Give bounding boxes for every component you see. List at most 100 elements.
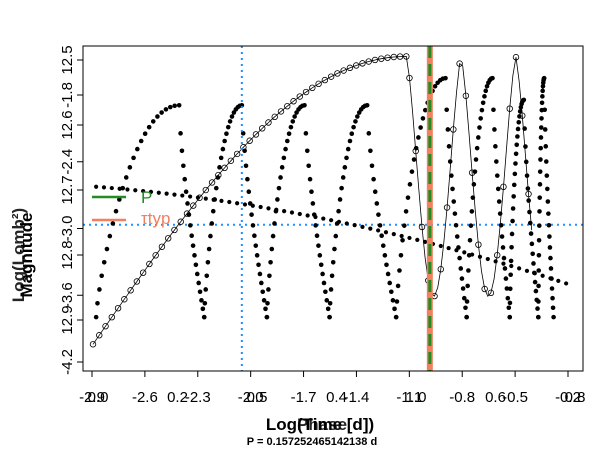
dot-point-253 xyxy=(504,276,509,281)
dot-point-21 xyxy=(164,107,169,112)
dot-point-147 xyxy=(353,119,358,124)
dot-point-185 xyxy=(416,135,421,140)
trend-point-12 xyxy=(188,194,192,198)
dot-point-17 xyxy=(147,125,152,130)
dot-point-70 xyxy=(244,163,249,168)
dot-point-210 xyxy=(460,276,465,281)
dot-point-303 xyxy=(536,284,541,289)
dot-point-97 xyxy=(278,175,283,180)
dot-point-80 xyxy=(258,272,263,277)
dot-point-293 xyxy=(530,251,535,256)
dot-point-46 xyxy=(204,273,209,278)
dot-point-41 xyxy=(201,307,206,312)
dot-point-39 xyxy=(198,289,203,294)
dot-point-159 xyxy=(375,201,380,206)
x-tick-label-a-1: -2.6 xyxy=(132,389,158,406)
dot-point-272 xyxy=(514,142,519,147)
dot-point-261 xyxy=(508,272,513,277)
trend-point-20 xyxy=(251,204,255,208)
dot-point-338 xyxy=(549,266,554,271)
dot-point-181 xyxy=(408,182,413,187)
dot-point-315 xyxy=(539,125,544,130)
dot-point-133 xyxy=(331,260,336,265)
dot-point-48 xyxy=(207,247,212,252)
dot-point-91 xyxy=(269,247,274,252)
dot-point-200 xyxy=(448,159,453,164)
trend-point-41 xyxy=(415,238,419,242)
y-tick-label-b-3: -3.6 xyxy=(59,282,76,308)
dot-point-336 xyxy=(548,245,553,250)
dot-point-341 xyxy=(550,296,555,301)
dot-point-305 xyxy=(537,253,542,258)
dot-point-172 xyxy=(394,315,399,320)
dot-point-71 xyxy=(245,177,250,182)
dot-point-202 xyxy=(450,187,455,192)
dot-point-326 xyxy=(542,107,547,112)
dot-point-246 xyxy=(497,199,502,204)
trend-point-2 xyxy=(110,186,114,190)
y-tick-label-b-4: -4.2 xyxy=(59,349,76,375)
trend-point-15 xyxy=(212,198,216,202)
trend-point-28 xyxy=(313,215,317,219)
dot-point-289 xyxy=(527,210,532,215)
dot-point-16 xyxy=(143,131,148,136)
dot-point-301 xyxy=(536,315,541,320)
x-tick-label-a-5: -1.4 xyxy=(344,389,370,406)
dot-point-334 xyxy=(547,223,552,228)
dot-point-8 xyxy=(114,209,119,214)
dot-point-239 xyxy=(490,76,495,81)
trend-point-56 xyxy=(533,271,537,275)
dot-point-196 xyxy=(443,76,448,81)
dot-point-265 xyxy=(510,219,515,224)
dot-point-232 xyxy=(481,100,486,105)
trend-point-57 xyxy=(541,274,545,278)
dot-point-33 xyxy=(189,233,194,238)
dot-point-165 xyxy=(384,262,389,267)
dot-point-58 xyxy=(222,139,227,144)
dot-point-170 xyxy=(392,307,397,312)
dot-point-101 xyxy=(285,139,290,144)
dot-point-13 xyxy=(131,156,136,161)
period-caption: P = 0.157252465142138 d xyxy=(247,436,377,448)
dot-point-183 xyxy=(412,157,417,162)
dot-point-241 xyxy=(492,127,497,132)
dot-point-140 xyxy=(341,175,346,180)
dot-point-57 xyxy=(221,147,226,152)
dot-point-161 xyxy=(378,223,383,228)
dot-point-294 xyxy=(531,261,536,266)
trend-point-1 xyxy=(102,185,106,189)
dot-point-132 xyxy=(330,273,335,278)
trend-point-40 xyxy=(407,236,411,240)
dot-point-102 xyxy=(287,131,292,136)
dot-point-271 xyxy=(514,151,519,156)
dot-point-187 xyxy=(421,116,426,121)
dot-point-69 xyxy=(242,149,247,154)
dot-point-129 xyxy=(327,315,332,320)
y-tick-label-a-3: 12.8 xyxy=(59,240,76,269)
x-tick-label-a-2: -2.3 xyxy=(185,389,211,406)
dot-point-179 xyxy=(404,209,409,214)
dot-point-343 xyxy=(551,315,556,320)
trend-point-3 xyxy=(118,187,122,191)
dot-point-173 xyxy=(395,299,400,304)
trend-point-5 xyxy=(133,188,137,192)
dot-point-325 xyxy=(542,76,547,81)
dot-point-120 xyxy=(316,243,321,248)
dot-point-329 xyxy=(544,159,549,164)
trend-point-16 xyxy=(219,199,223,203)
x-tick-label-b-3: 0.4 xyxy=(326,389,347,406)
y-tick-label-a-2: 12.7 xyxy=(59,175,76,204)
dot-point-115 xyxy=(309,189,314,194)
dot-point-252 xyxy=(503,266,508,271)
dot-point-122 xyxy=(319,262,324,267)
legend-label-p: P xyxy=(141,188,152,207)
dot-point-222 xyxy=(470,209,475,214)
dot-point-153 xyxy=(365,103,370,108)
dot-point-154 xyxy=(366,131,371,136)
dot-point-199 xyxy=(447,144,452,149)
dot-point-96 xyxy=(277,186,282,191)
y-tick-label-a-4: 12.9 xyxy=(59,305,76,334)
trend-point-30 xyxy=(329,218,333,222)
dot-point-307 xyxy=(537,223,542,228)
